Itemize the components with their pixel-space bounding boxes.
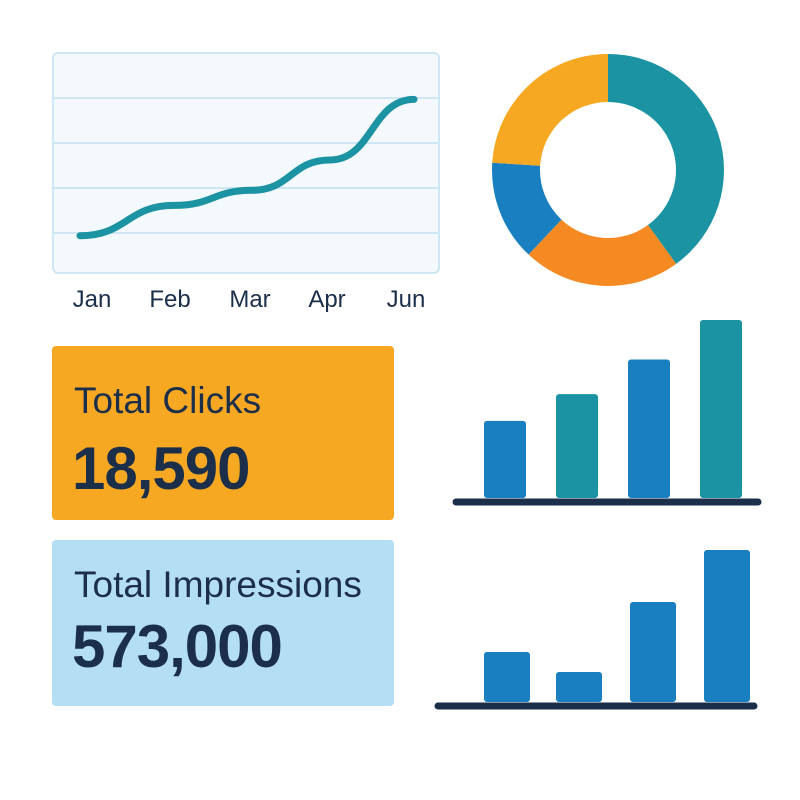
x-tick-label-mar: Mar (229, 286, 271, 313)
bar-chart-1-bar-2 (556, 394, 598, 498)
bar-chart-2-bar-1 (484, 652, 530, 702)
x-tick-label-jun: Jun (386, 286, 426, 313)
donut-chart (492, 54, 724, 286)
x-tick-label-feb: Feb (149, 286, 191, 313)
total-impressions-card: Total Impressions 573,000 (52, 540, 394, 706)
line-chart (54, 95, 438, 240)
bar-chart-1-bar-3 (628, 359, 670, 498)
total-impressions-label: Total Impressions (74, 564, 362, 605)
bar-chart-1-bar-4 (700, 320, 742, 498)
x-tick-label-jan: Jan (72, 286, 112, 313)
donut-slice-2 (528, 219, 677, 286)
total-impressions-value: 573,000 (72, 613, 283, 680)
series-line (76, 95, 418, 240)
bar-chart-2-bar-4 (704, 550, 750, 702)
bar-chart-1-bar-1 (484, 420, 526, 498)
donut-slice-3 (492, 162, 562, 255)
total-clicks-card: Total Clicks 18,590 (52, 346, 394, 520)
bar-chart-2-bar-3 (630, 602, 676, 702)
total-clicks-label: Total Clicks (74, 380, 262, 421)
bar-chart-2-bar-2 (556, 672, 602, 702)
line-chart-panel (52, 52, 440, 274)
x-tick-label-apr: Apr (308, 286, 346, 313)
donut-slice-4 (492, 54, 608, 166)
donut-slice-1 (608, 54, 724, 264)
donut-chart-panel (486, 48, 730, 292)
x-axis-labels: Jan Feb Mar Apr Jun (52, 286, 452, 318)
total-clicks-value: 18,590 (72, 435, 251, 502)
